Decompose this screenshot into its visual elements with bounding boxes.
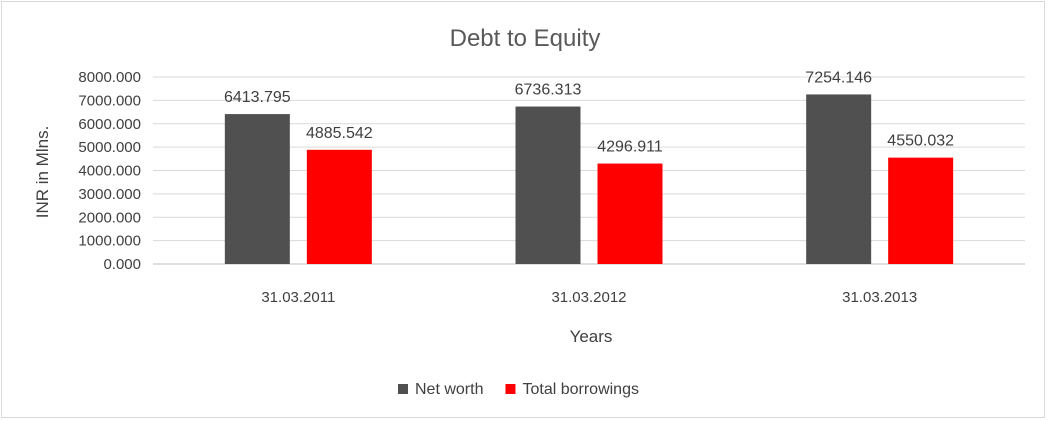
bar-total-borrowings <box>306 149 372 264</box>
y-tick-label: 8000.000 <box>78 69 141 86</box>
legend-swatch <box>398 384 408 394</box>
x-axis-ticks: 31.03.2011 31.03.2012 31.03.2013 <box>261 289 917 306</box>
data-label: 6736.313 <box>515 82 582 99</box>
y-tick-label: 5000.000 <box>78 139 141 156</box>
x-tick-label: 31.03.2013 <box>842 289 917 306</box>
data-label: 4296.911 <box>597 139 663 156</box>
data-labels: 6413.795 4885.542 6736.313 4296.911 7254.146… <box>224 69 954 155</box>
data-label: 7254.146 <box>805 69 872 86</box>
y-tick-label: 3000.000 <box>78 186 141 203</box>
legend-entry: Total borrowings <box>522 381 639 398</box>
y-axis-label: INR in Mlns. <box>33 126 52 219</box>
y-axis-ticks: 0.000 1000.000 2000.000 3000.000 4000.000 500… <box>78 69 141 273</box>
x-tick-label: 31.03.2011 <box>261 289 335 306</box>
y-tick-label: 1000.000 <box>78 233 141 250</box>
bar-net-worth <box>224 114 290 264</box>
x-tick-label: 31.03.2012 <box>551 289 626 306</box>
bars <box>224 94 954 265</box>
legend-swatch <box>505 384 516 394</box>
y-tick-label: 4000.000 <box>78 163 141 180</box>
data-label: 6413.795 <box>224 89 291 106</box>
y-tick-label: 6000.000 <box>78 116 141 133</box>
x-axis-label: Years <box>570 327 613 346</box>
legend-entry: Net worth <box>415 381 483 398</box>
y-tick-label: 7000.000 <box>78 92 141 109</box>
y-tick-label: 0.000 <box>103 256 141 273</box>
legend: Net worth Total borrowings <box>398 381 639 398</box>
bar-total-borrowings <box>597 163 663 264</box>
bar-net-worth <box>515 106 581 264</box>
data-label: 4550.032 <box>887 133 954 150</box>
data-label: 4885.542 <box>306 125 373 142</box>
chart-title: Debt to Equity <box>450 25 601 52</box>
gridlines <box>153 76 1025 265</box>
bar-net-worth <box>806 94 872 265</box>
y-tick-label: 2000.000 <box>78 209 141 226</box>
bar-total-borrowings <box>888 157 954 264</box>
